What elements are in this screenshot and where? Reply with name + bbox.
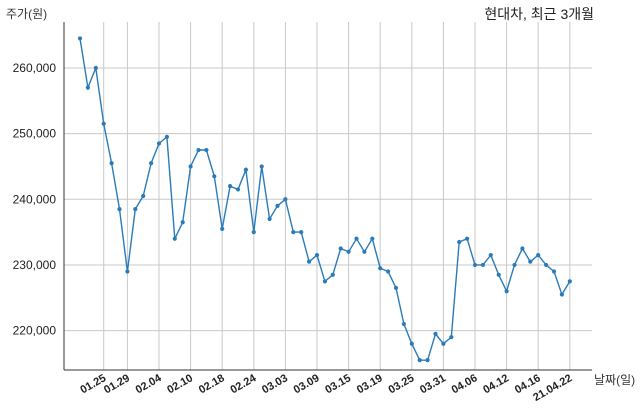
data-point (259, 164, 264, 169)
y-axis-label: 주가(원) (6, 7, 48, 21)
x-tick-label: 03.25 (386, 372, 416, 396)
data-point (291, 230, 296, 235)
data-point (386, 269, 391, 274)
data-point (133, 207, 138, 212)
data-point (528, 259, 533, 264)
data-point (204, 147, 209, 153)
x-tick-label: 03.15 (323, 372, 353, 396)
data-point (512, 262, 517, 268)
data-point (441, 341, 446, 346)
data-point (504, 289, 509, 294)
data-point (338, 246, 343, 251)
data-point (251, 230, 256, 235)
data-point (465, 236, 470, 241)
data-point (536, 252, 541, 258)
data-point (544, 262, 549, 268)
data-point (164, 134, 169, 140)
data-point (559, 292, 565, 297)
data-point (417, 358, 422, 363)
data-point (220, 226, 225, 231)
data-point (314, 252, 320, 258)
x-tick-label: 02.24 (228, 372, 259, 397)
y-tick-label: 220,000 (13, 324, 57, 338)
data-point (141, 193, 146, 199)
data-point (93, 65, 98, 71)
data-point (567, 279, 572, 284)
data-point (156, 141, 162, 146)
y-tick-label: 260,000 (13, 61, 57, 75)
chart-title: 현대차, 최근 3개월 (484, 6, 594, 22)
data-point (378, 266, 383, 271)
y-tick-label: 230,000 (13, 258, 57, 272)
data-point (125, 269, 130, 274)
data-point (354, 236, 359, 241)
x-tick-label: 03.09 (292, 372, 322, 396)
y-tick-label: 240,000 (13, 192, 57, 206)
data-point (551, 269, 557, 274)
x-tick-label: 02.10 (165, 372, 195, 396)
x-tick-label: 03.31 (418, 372, 448, 396)
data-point (235, 187, 241, 192)
data-point (362, 249, 367, 254)
data-point (472, 262, 478, 268)
data-point (330, 272, 335, 277)
data-point (243, 167, 248, 172)
data-point (228, 184, 233, 189)
data-point (77, 36, 83, 41)
data-point (212, 174, 217, 179)
data-point (117, 207, 122, 212)
data-point (85, 85, 90, 90)
x-tick-label: 02.04 (134, 372, 165, 397)
data-point (433, 331, 438, 336)
x-tick-label: 02.18 (197, 372, 227, 396)
data-point (393, 285, 399, 291)
x-tick-label: 03.03 (260, 372, 290, 396)
data-point (196, 147, 201, 153)
data-point (267, 216, 272, 222)
x-axis-label: 날짜(일) (594, 373, 636, 387)
x-tick-label: 01.29 (102, 372, 132, 396)
data-point (307, 259, 312, 264)
data-point (172, 236, 177, 241)
x-tick-label: 04.12 (481, 372, 511, 396)
y-tick-label: 250,000 (13, 127, 57, 141)
data-point (449, 335, 454, 340)
data-point (409, 341, 414, 346)
data-point (283, 197, 288, 202)
data-point (149, 161, 154, 166)
x-tick-label: 03.19 (355, 372, 385, 396)
data-point (480, 262, 485, 268)
data-point (188, 164, 193, 169)
data-point (425, 358, 430, 363)
x-tick-label: 04.06 (450, 372, 480, 396)
data-point (101, 121, 106, 126)
data-point (299, 230, 304, 235)
data-point (275, 203, 280, 208)
data-point (457, 239, 462, 245)
data-point (346, 249, 351, 254)
data-point (488, 252, 493, 258)
data-point (180, 220, 185, 225)
data-point (322, 279, 327, 284)
data-point (496, 272, 501, 277)
data-point (401, 321, 406, 327)
data-point (520, 246, 525, 251)
data-point (370, 236, 375, 241)
data-point (109, 161, 114, 166)
